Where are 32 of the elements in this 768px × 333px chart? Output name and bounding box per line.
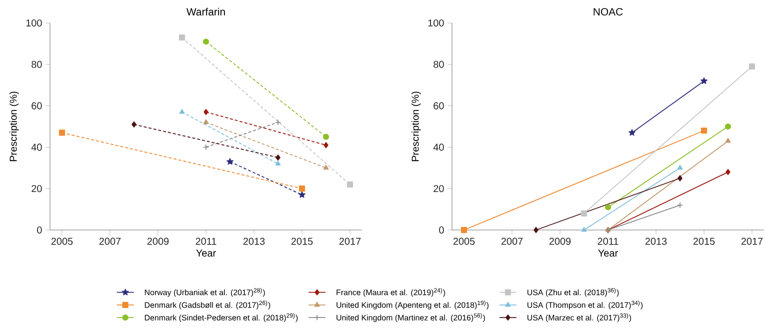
x-tick-label: 2011 <box>196 238 216 245</box>
y-tick-label: 100 <box>26 19 42 27</box>
x-tick-label: 2013 <box>243 238 265 245</box>
x-tick-label: 2005 <box>51 238 73 245</box>
y-tick-label: 80 <box>32 60 42 68</box>
y-tick-label: 60 <box>434 102 444 110</box>
x-tick-label: 2015 <box>693 238 715 245</box>
y-axis-title: Prescription (%) <box>9 92 19 162</box>
y-tick-label: 40 <box>31 144 42 151</box>
x-axis-title: Year <box>598 250 618 257</box>
y-tick-label: 40 <box>433 144 444 151</box>
x-tick-label: 2015 <box>291 238 313 245</box>
x-tick-label: 2005 <box>453 238 475 245</box>
y-tick-label: 100 <box>428 19 444 27</box>
x-tick-label: 2009 <box>549 238 571 245</box>
y-axis-title: Prescription (%) <box>411 92 421 162</box>
x-tick-label: 2013 <box>645 238 667 245</box>
y-tick-label: 0 <box>37 226 42 234</box>
x-axis-title: Year <box>196 250 216 257</box>
x-tick-label: 2007 <box>501 238 523 245</box>
y-tick-label: 60 <box>32 102 42 110</box>
x-tick-label: 2017 <box>339 238 361 245</box>
x-tick-label: 2007 <box>99 238 121 245</box>
y-tick-label: 20 <box>32 185 42 192</box>
y-tick-label: 80 <box>434 60 444 68</box>
y-tick-label: 20 <box>434 185 444 192</box>
x-tick-label: 2011 <box>598 238 618 245</box>
x-tick-label: 2009 <box>147 238 169 245</box>
chart-title: NOAC <box>594 8 623 16</box>
x-tick-label: 2017 <box>741 238 763 245</box>
chart-title: Warfarin <box>186 8 225 16</box>
y-tick-label: 0 <box>439 226 444 234</box>
